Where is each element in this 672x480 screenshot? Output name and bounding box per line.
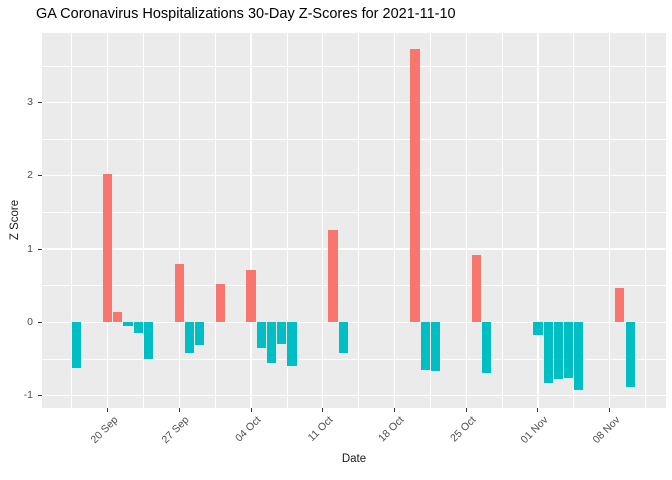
y-axis-title: Z Score	[9, 199, 21, 241]
x-axis-title: Date	[341, 453, 367, 465]
bar	[256, 322, 266, 348]
bar	[174, 264, 184, 323]
bar	[574, 322, 584, 390]
gridline-minor-x	[645, 33, 646, 408]
x-tick-label-text: 11 Oct	[305, 414, 336, 444]
x-tick-label-text: 01 Nov	[518, 414, 551, 447]
x-tick-label: 27 Sep	[160, 414, 216, 446]
y-tick-mark	[38, 102, 42, 104]
gridline-major-y	[42, 248, 666, 250]
y-tick-mark	[38, 395, 42, 397]
bar	[123, 322, 133, 326]
x-tick-label: 20 Sep	[88, 414, 145, 446]
x-tick-mark	[465, 408, 467, 412]
bar	[287, 322, 297, 366]
bar	[113, 312, 123, 323]
gridline-major-x	[465, 33, 467, 408]
x-tick-mark	[322, 408, 324, 412]
gridline-major-x	[537, 33, 539, 408]
y-tick-label: -1	[23, 389, 33, 402]
chart-title: GA Coronavirus Hospitalizations 30-Day Z…	[36, 6, 456, 22]
gridline-minor-y	[42, 285, 666, 287]
gridline-major-x	[178, 33, 180, 408]
bar	[102, 173, 113, 323]
gridline-minor-x	[573, 33, 575, 408]
x-tick-label: 01 Nov	[518, 414, 575, 446]
y-tick-mark	[38, 248, 42, 250]
gridline-minor-x	[501, 33, 503, 408]
bar	[564, 322, 574, 378]
x-tick-label-text: 08 Nov	[590, 414, 623, 447]
gridline-major-y	[42, 321, 666, 323]
gridline-minor-y	[42, 138, 666, 140]
bar	[430, 322, 441, 372]
gridline-major-x	[608, 33, 611, 408]
x-tick-label: 08 Nov	[590, 414, 647, 446]
gridline-minor-y	[42, 65, 666, 67]
gridline-minor-x	[143, 33, 144, 408]
bar	[625, 322, 635, 387]
gridline-major-x	[322, 33, 324, 408]
bar	[266, 322, 277, 364]
bar	[482, 322, 492, 373]
x-tick-label-text: 18 Oct	[376, 414, 407, 445]
bar	[420, 322, 430, 370]
bar	[133, 322, 143, 334]
bar	[328, 230, 338, 323]
y-tick-label: 2	[27, 169, 33, 182]
y-tick-label: 0	[27, 315, 33, 328]
gridline-major-y	[42, 175, 666, 177]
x-tick-label-text: 20 Sep	[88, 414, 121, 447]
gridline-major-y	[42, 101, 666, 104]
bar	[533, 322, 543, 336]
bar	[195, 322, 205, 345]
bar	[72, 322, 82, 369]
gridline-minor-x	[358, 33, 359, 408]
gridline-major-x	[393, 33, 396, 408]
gridline-minor-y	[42, 212, 666, 213]
y-tick-mark	[38, 175, 42, 177]
bar	[338, 322, 348, 354]
bar	[543, 322, 553, 384]
gridline-minor-x	[429, 33, 431, 408]
bar	[143, 322, 154, 359]
bar	[277, 322, 287, 345]
x-tick-label: 11 Oct	[305, 414, 357, 444]
x-tick-mark	[250, 408, 252, 412]
bar	[215, 284, 225, 323]
x-tick-label-text: 04 Oct	[233, 414, 264, 445]
y-tick-label: 1	[27, 242, 33, 255]
bar	[184, 322, 195, 354]
y-tick-label: 3	[27, 96, 33, 109]
bar	[410, 49, 420, 323]
x-tick-mark	[107, 408, 109, 412]
x-tick-label: 18 Oct	[377, 414, 429, 444]
x-tick-label: 25 Oct	[448, 414, 501, 444]
x-tick-label: 04 Oct	[233, 414, 286, 444]
x-tick-label-text: 25 Oct	[448, 414, 479, 445]
gridline-minor-y	[42, 358, 666, 360]
x-tick-mark	[609, 408, 611, 412]
x-tick-mark	[178, 408, 180, 412]
bar	[553, 322, 563, 380]
x-tick-mark	[537, 408, 539, 412]
x-tick-label-text: 27 Sep	[159, 414, 192, 447]
bar	[471, 254, 482, 323]
bar	[615, 287, 625, 323]
bar	[246, 269, 256, 323]
gridline-major-y	[42, 394, 666, 397]
x-tick-mark	[393, 408, 395, 412]
gridline-minor-x	[214, 33, 216, 408]
y-tick-mark	[38, 321, 42, 323]
gridline-major-x	[250, 33, 252, 408]
gridline-minor-x	[71, 33, 73, 408]
gridline-minor-x	[286, 33, 288, 408]
plot-panel	[42, 33, 666, 408]
